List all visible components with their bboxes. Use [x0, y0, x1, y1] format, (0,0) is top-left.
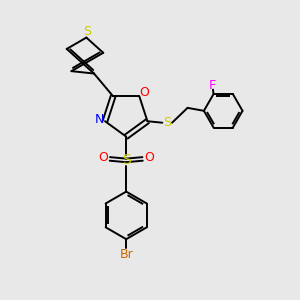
Text: O: O: [144, 151, 154, 164]
Text: S: S: [163, 116, 171, 129]
Text: Br: Br: [119, 248, 133, 260]
Text: S: S: [83, 25, 91, 38]
Text: N: N: [94, 113, 104, 126]
Text: O: O: [140, 86, 150, 99]
Text: S: S: [122, 153, 130, 167]
Text: F: F: [208, 79, 216, 92]
Text: O: O: [98, 151, 108, 164]
